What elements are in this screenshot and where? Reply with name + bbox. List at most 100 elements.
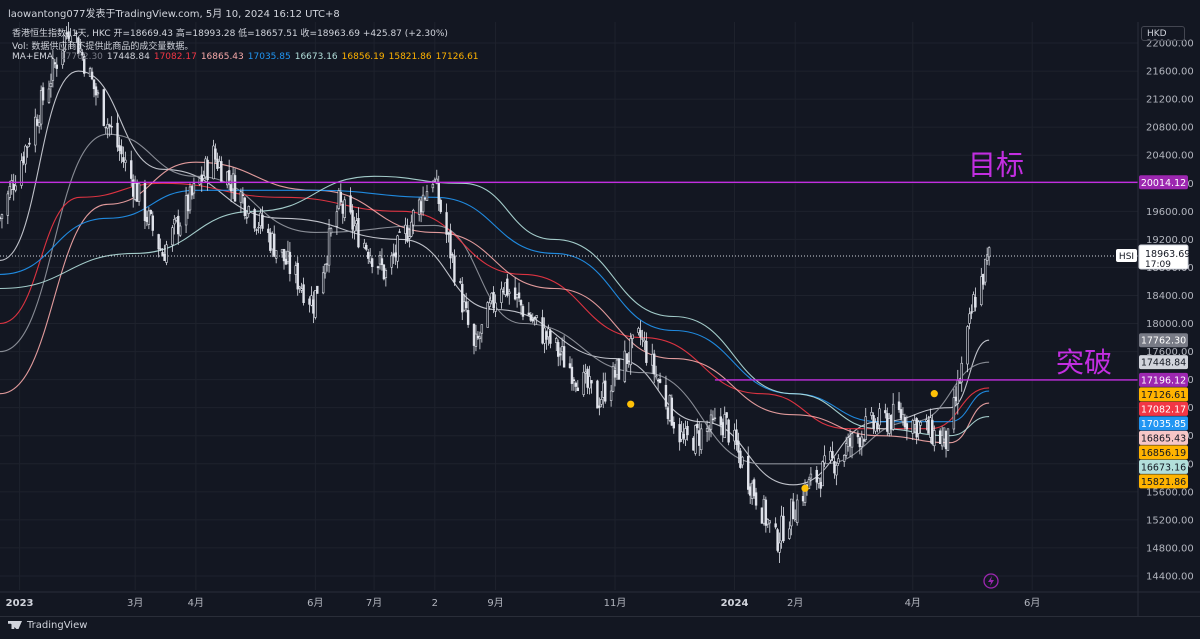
candle-body [739,450,742,468]
price-tick-label: 19200.00 [1146,235,1194,246]
candle-body [24,145,27,165]
candle-body [819,481,822,489]
signal-markers [627,390,938,492]
candle-body [547,328,550,338]
candle-body [766,519,770,525]
candle-body [598,405,601,408]
candle-body [764,499,768,526]
ma-legend-value: 17448.84 [106,52,150,62]
price-tick-label: 15200.00 [1146,515,1194,526]
candle-body [453,255,456,283]
candle-body [92,79,96,90]
candle-body [680,431,683,440]
price-tag-bg [1139,372,1188,387]
candle-body [942,427,946,440]
candle-body [709,414,713,430]
candle-body [831,451,834,458]
candle-body [860,436,864,447]
symbol-legend[interactable]: 香港恒生指数, 1天, HKC 开=18669.43 高=18993.28 低=… [12,26,448,39]
candle-body [903,417,907,428]
candle-body [604,380,607,402]
candle-body [927,419,930,434]
candle-body [653,353,656,375]
candle-body [81,51,84,56]
candle-body [284,258,288,265]
volume-legend[interactable]: Vol: 数据供应商不提供此商品的成交量数据。 [12,39,193,52]
indicator-legend[interactable]: MA+EMA 17762.30 17448.84 17082.17 16865.43 1… [12,52,479,62]
candle-body [842,455,846,462]
ma-legend-value: 17126.61 [435,52,479,62]
tradingview-logo[interactable]: TradingView [8,620,87,631]
symbol-tag-bg [1116,248,1137,262]
candle-body [423,197,427,200]
candle-body [829,451,832,461]
candle-body [494,302,497,312]
candle-body [692,437,695,451]
candle-body [833,461,836,474]
candle-body [106,123,109,129]
candle-body [780,515,783,542]
candle-body [876,423,879,429]
candle-body [257,226,260,229]
candle-body [214,148,217,160]
candle-body [314,290,317,318]
candle-body [719,416,722,426]
time-tick-label: 2 [432,598,438,609]
candle-body [502,290,505,293]
price-axis[interactable]: 14400.0014800.0015200.0015600.0016000.00… [1137,0,1194,616]
candle-body [255,229,258,231]
lightning-bolt-icon [988,576,994,586]
candle-body [94,86,98,96]
candles [0,21,991,564]
candle-body [41,87,45,101]
time-axis[interactable]: 2023 3月 4月 6月 7月 2 9月 11月 2024 2月 4月 6月 [0,591,1200,609]
candle-body [517,292,521,299]
candle-body [658,379,662,383]
candle-body [376,266,380,269]
candle-body [83,56,86,74]
candle-body [913,420,916,425]
candle-body [549,330,552,344]
candle-body [778,542,781,553]
candle-body [110,126,113,128]
candle-body [905,423,909,430]
time-tick-label: 7月 [366,597,382,609]
candle-body [645,341,648,363]
candle-body [206,159,209,181]
candle-body [137,183,141,202]
candle-body [874,422,877,432]
candle-body [122,157,125,162]
candle-body [288,251,292,274]
candle-body [231,173,235,190]
candle-body [108,124,111,127]
candle-body [570,366,574,384]
candle-body [944,430,948,450]
indicator-name: MA+EMA [12,52,54,62]
candle-body [623,350,627,382]
candle-body [198,178,201,185]
candle-body [678,424,681,443]
chart-grid [0,22,1138,590]
candle-body [243,197,247,217]
candle-body [216,158,219,169]
candle-body [506,278,509,296]
price-tick-label: 17600.00 [1146,347,1194,358]
price-tick-label: 21600.00 [1146,67,1194,78]
candle-body [807,479,811,490]
candle-body [159,248,162,251]
candle-body [611,365,615,392]
ma-legend-value: 17082.17 [153,52,197,62]
candle-body [733,430,736,442]
candle-body [382,264,386,280]
currency-label[interactable]: HKD [1141,26,1185,41]
candle-body [47,88,51,103]
candle-body [919,421,922,426]
candle-body [143,182,147,221]
time-tick-label: 6月 [1024,597,1040,609]
candle-body [615,359,619,376]
candle-body [259,212,262,227]
candle-body [365,245,368,250]
candle-body [337,190,341,209]
